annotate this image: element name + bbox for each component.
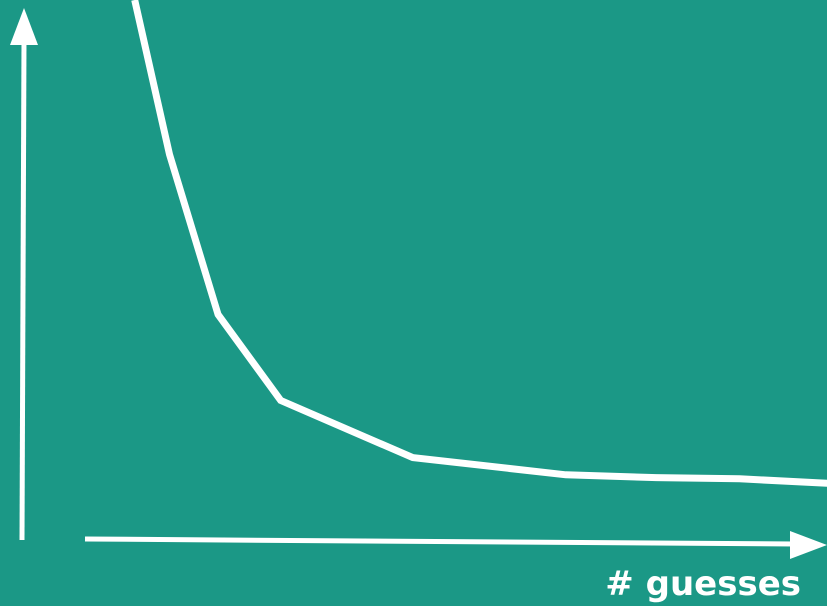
y-axis-arrowhead bbox=[10, 8, 38, 45]
y-axis-line bbox=[19, 39, 27, 541]
x-axis-label: # guesses bbox=[605, 564, 801, 604]
x-axis-line bbox=[84, 536, 796, 547]
x-axis-arrowhead bbox=[790, 531, 827, 559]
series-line-0 bbox=[131, 0, 827, 487]
axes bbox=[10, 8, 827, 559]
series-layer bbox=[131, 0, 827, 487]
